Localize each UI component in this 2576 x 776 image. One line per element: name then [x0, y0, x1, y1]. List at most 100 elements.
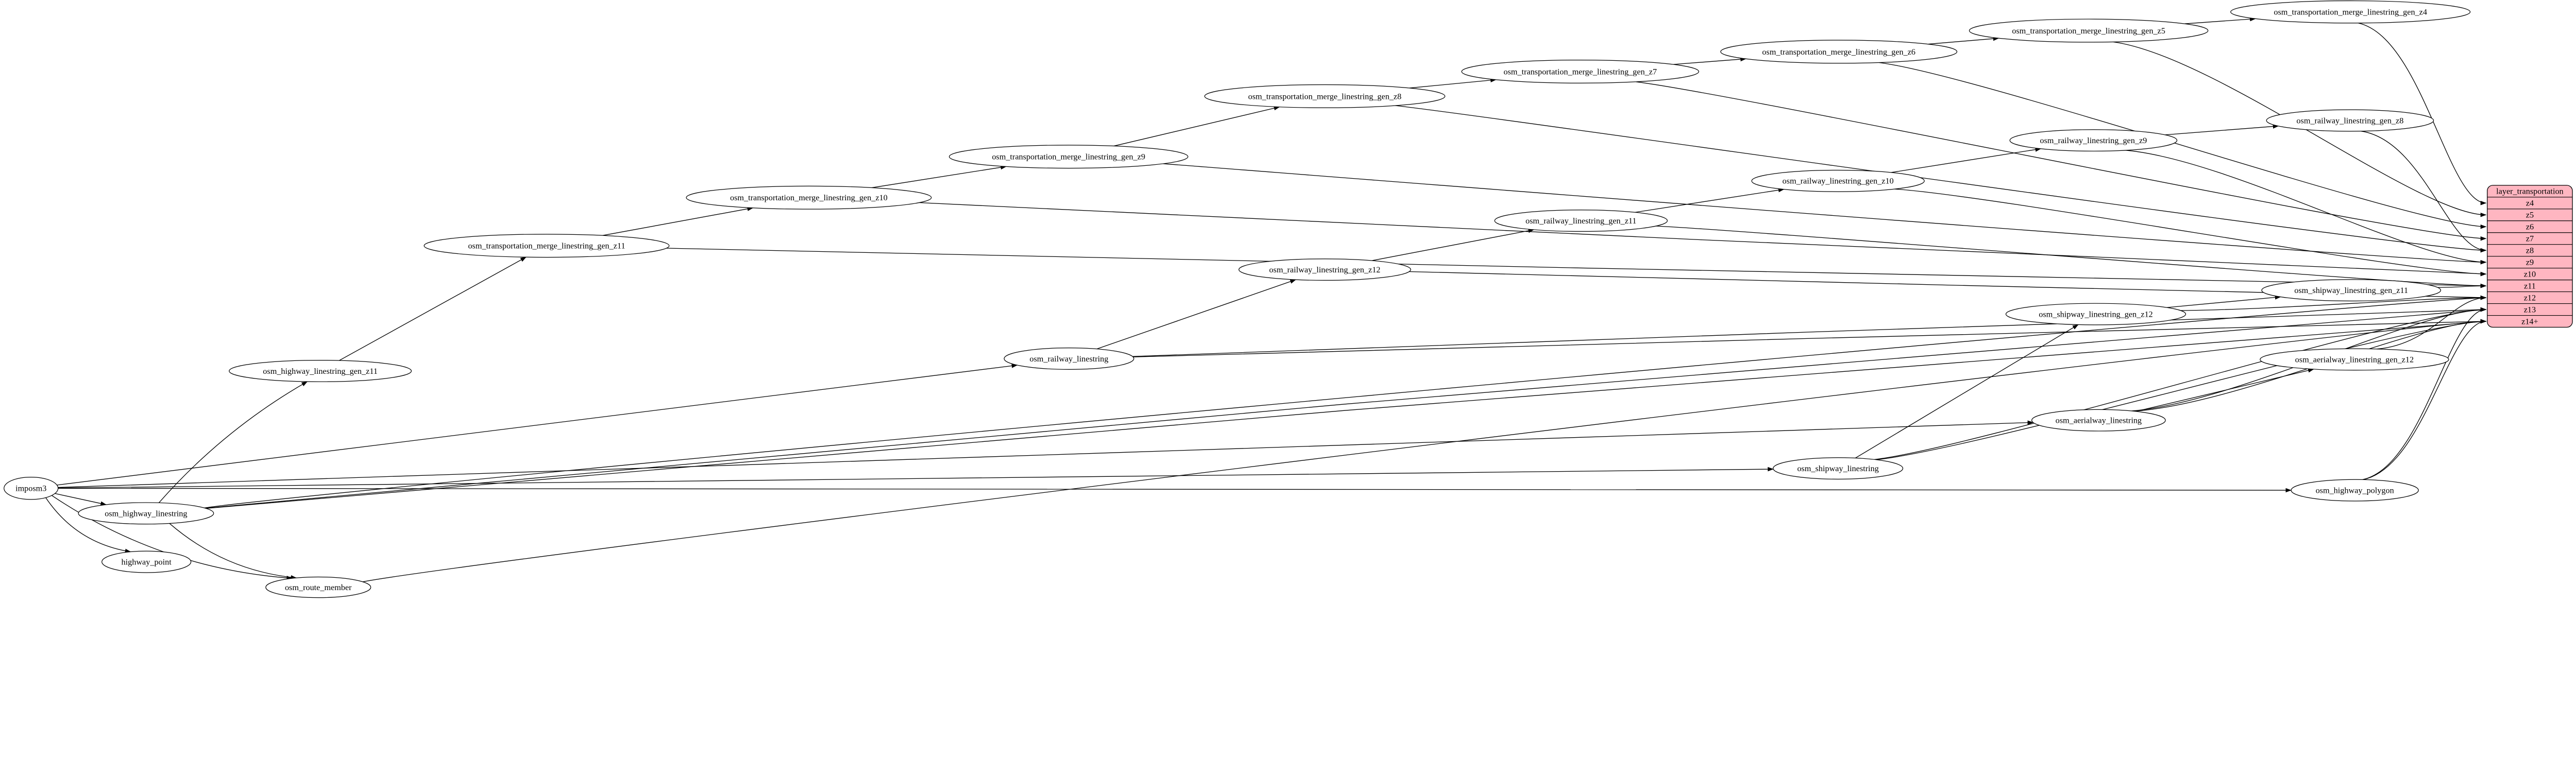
node-label-highway_polygon: osm_highway_polygon	[2316, 486, 2394, 495]
edge-imposm3-railway_ls	[57, 364, 1018, 486]
node-ellipse-railway_gen_z8	[2266, 109, 2434, 132]
node-ellipse-merge_z9	[948, 145, 1189, 169]
node-highway_gen_z11: osm_highway_linestring_gen_z11	[229, 359, 412, 382]
edge-railway_gen_z10-railway_gen_z9	[1891, 147, 2042, 173]
node-ellipse-railway_gen_z12	[1239, 258, 1411, 281]
node-shipway_gen_z12: osm_shipway_linestring_gen_z12	[2005, 303, 2187, 325]
node-ellipse-merge_z11	[423, 234, 670, 258]
edge-imposm3-aerialway_ls	[58, 420, 2034, 488]
node-aerialway_ls: osm_aerialway_linestring	[2031, 409, 2166, 432]
node-label-merge_z8: osm_transportation_merge_linestring_gen_…	[1248, 92, 1402, 101]
node-ellipse-railway_gen_z10	[1751, 169, 1925, 192]
node-railway_gen_z9: osm_railway_linestring_gen_z9	[2009, 129, 2178, 152]
node-label-railway_gen_z9: osm_railway_linestring_gen_z9	[2040, 136, 2147, 145]
edge-shipway_gen_z12-row-z12	[2180, 295, 2487, 311]
edge-railway_gen_z8-row-z8	[2361, 131, 2487, 253]
node-label-shipway_gen_z11: osm_shipway_linestring_gen_z11	[2294, 286, 2408, 295]
node-shipway_ls: osm_shipway_linestring	[1773, 457, 1904, 480]
node-merge_z5: osm_transportation_merge_linestring_gen_…	[1969, 19, 2209, 43]
table-row-z8: z8	[2526, 246, 2534, 255]
node-ellipse-merge_z7	[1461, 59, 1699, 84]
node-ellipse-route_member	[265, 576, 371, 598]
edge-imposm3-highway_polygon	[58, 488, 2292, 493]
node-label-merge_z7: osm_transportation_merge_linestring_gen_…	[1503, 67, 1657, 76]
table-row-z6: z6	[2526, 222, 2534, 232]
node-railway_gen_z11: osm_railway_linestring_gen_z11	[1494, 210, 1668, 232]
node-merge_z8: osm_transportation_merge_linestring_gen_…	[1204, 84, 1446, 108]
node-railway_gen_z8: osm_railway_linestring_gen_z8	[2266, 109, 2434, 132]
node-label-merge_z5: osm_transportation_merge_linestring_gen_…	[2012, 26, 2165, 36]
node-railway_gen_z12: osm_railway_linestring_gen_z12	[1239, 258, 1411, 281]
edge-imposm3-shipway_ls	[58, 467, 1774, 489]
node-railway_ls: osm_railway_linestring	[1004, 348, 1134, 370]
node-label-railway_gen_z11: osm_railway_linestring_gen_z11	[1526, 216, 1636, 226]
edge-highway_ls-highway_gen_z11	[158, 381, 308, 503]
edge-merge_z8-row-z8	[1395, 105, 2487, 253]
node-merge_z9: osm_transportation_merge_linestring_gen_…	[948, 145, 1189, 169]
edge-merge_z9-merge_z8	[1113, 106, 1280, 147]
node-ellipse-merge_z8	[1204, 84, 1446, 108]
table-row-z9: z9	[2526, 258, 2534, 267]
edge-railway_gen_z9-row-z9	[2125, 150, 2487, 265]
node-ellipse-aerialway_gen_z12	[2260, 348, 2449, 371]
table-row-z12: z12	[2524, 293, 2536, 302]
node-merge_z11: osm_transportation_merge_linestring_gen_…	[423, 234, 670, 258]
edge-route_member-row-z14+	[363, 319, 2487, 582]
node-ellipse-highway_polygon	[2291, 479, 2419, 502]
table-row-z13: z13	[2524, 305, 2536, 314]
edge-shipway_gen_z11-row-z11	[2437, 283, 2487, 288]
node-imposm3: imposm3	[4, 477, 59, 500]
edge-railway_gen_z11-railway_gen_z10	[1635, 188, 1785, 213]
edge-merge_z7-merge_z6	[1673, 57, 1747, 65]
table-row-z10: z10	[2524, 270, 2536, 279]
node-label-merge_z10: osm_transportation_merge_linestring_gen_…	[730, 193, 888, 202]
table-row-z5: z5	[2526, 211, 2534, 220]
node-ellipse-highway_point	[101, 550, 192, 573]
nodes-layer: imposm3 osm_highway_linestring highway_poi…	[4, 0, 2471, 598]
edge-shipway_ls-shipway_gen_z12	[1855, 324, 2079, 459]
node-ellipse-imposm3	[4, 477, 59, 500]
edge-aerialway_gen_z12-row-z12	[2376, 295, 2487, 350]
table-row-z4: z4	[2526, 199, 2534, 208]
edge-railway_ls-row-z14+	[1133, 319, 2487, 357]
node-label-aerialway_gen_z12: osm_aerialway_linestring_gen_z12	[2295, 355, 2414, 364]
node-label-merge_z6: osm_transportation_merge_linestring_gen_…	[1762, 47, 1916, 57]
table-row-z7: z7	[2526, 234, 2534, 244]
node-label-merge_z4: osm_transportation_merge_linestring_gen_…	[2274, 8, 2427, 17]
edge-shipway_ls-row-z14+	[1876, 319, 2487, 460]
node-shipway_gen_z11: osm_shipway_linestring_gen_z11	[2261, 279, 2442, 302]
edge-highway_polygon-row-z14+	[2363, 319, 2487, 480]
node-ellipse-highway_ls	[78, 502, 214, 525]
edge-railway_gen_z9-railway_gen_z8	[2165, 124, 2279, 135]
table-row-z11: z11	[2524, 282, 2536, 291]
node-highway_point: highway_point	[101, 550, 192, 573]
node-aerialway_gen_z12: osm_aerialway_linestring_gen_z12	[2260, 348, 2449, 371]
edge-highway_ls-row-z13	[205, 307, 2487, 509]
node-label-railway_gen_z12: osm_railway_linestring_gen_z12	[1269, 265, 1380, 274]
node-label-merge_z11: osm_transportation_merge_linestring_gen_…	[468, 242, 625, 251]
node-ellipse-railway_gen_z11	[1494, 210, 1668, 232]
edge-railway_gen_z11-row-z11	[1655, 226, 2487, 288]
node-ellipse-railway_gen_z9	[2009, 129, 2178, 152]
table-row-z14+: z14+	[2521, 317, 2538, 326]
node-label-highway_gen_z11: osm_highway_linestring_gen_z11	[263, 367, 378, 376]
edge-imposm3-highway_point	[45, 497, 131, 554]
edge-railway_ls-railway_gen_z12	[1096, 279, 1296, 350]
edge-railway_gen_z12-railway_gen_z11	[1371, 228, 1535, 261]
edge-merge_z8-merge_z7	[1409, 78, 1497, 89]
edge-merge_z11-merge_z10	[602, 206, 754, 236]
etl-diagram: imposm3 osm_highway_linestring highway_poi…	[4, 0, 2573, 598]
node-route_member: osm_route_member	[265, 576, 371, 598]
table-layer: layer_transportation z4 z5 z6 z7 z8 z9 z10 z11 z1…	[2487, 185, 2573, 328]
node-label-aerialway_ls: osm_aerialway_linestring	[2056, 416, 2142, 425]
edge-shipway_gen_z12-shipway_gen_z11	[2166, 295, 2281, 308]
edge-merge_z5-row-z5	[2113, 41, 2487, 217]
edge-merge_z5-merge_z4	[2184, 16, 2256, 24]
etl-diagram-svg: imposm3 osm_highway_linestring highway_poi…	[4, 0, 2573, 598]
node-label-shipway_ls: osm_shipway_linestring	[1797, 464, 1878, 473]
edge-imposm3-highway_ls	[55, 493, 107, 506]
node-ellipse-highway_gen_z11	[229, 359, 412, 382]
edge-merge_z10-merge_z9	[871, 165, 1007, 188]
node-label-route_member: osm_route_member	[285, 583, 352, 592]
edge-merge_z10-row-z10	[919, 202, 2487, 277]
